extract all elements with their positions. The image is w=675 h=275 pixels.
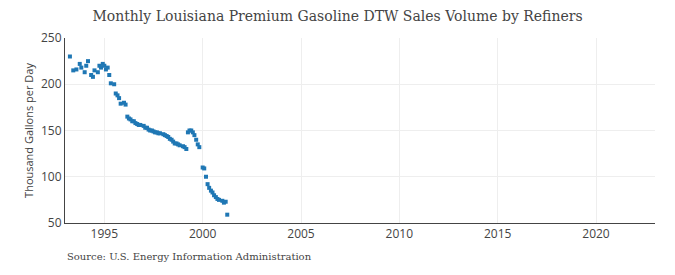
svg-text:100: 100	[41, 168, 62, 185]
svg-text:150: 150	[41, 122, 62, 139]
svg-text:Thousand Gallons per Day: Thousand Gallons per Day	[21, 63, 36, 198]
svg-text:2005: 2005	[287, 225, 315, 242]
svg-text:2000: 2000	[189, 225, 217, 242]
svg-text:250: 250	[41, 29, 62, 46]
svg-text:50: 50	[48, 214, 62, 231]
svg-text:Source: U.S. Energy Informatio: Source: U.S. Energy Information Administ…	[67, 251, 312, 262]
svg-text:Monthly Louisiana Premium Gaso: Monthly Louisiana Premium Gasoline DTW S…	[92, 8, 582, 24]
svg-text:200: 200	[41, 75, 62, 92]
svg-text:2020: 2020	[582, 225, 610, 242]
svg-text:2010: 2010	[386, 225, 414, 242]
svg-text:1995: 1995	[91, 225, 119, 242]
svg-text:2015: 2015	[484, 225, 512, 242]
